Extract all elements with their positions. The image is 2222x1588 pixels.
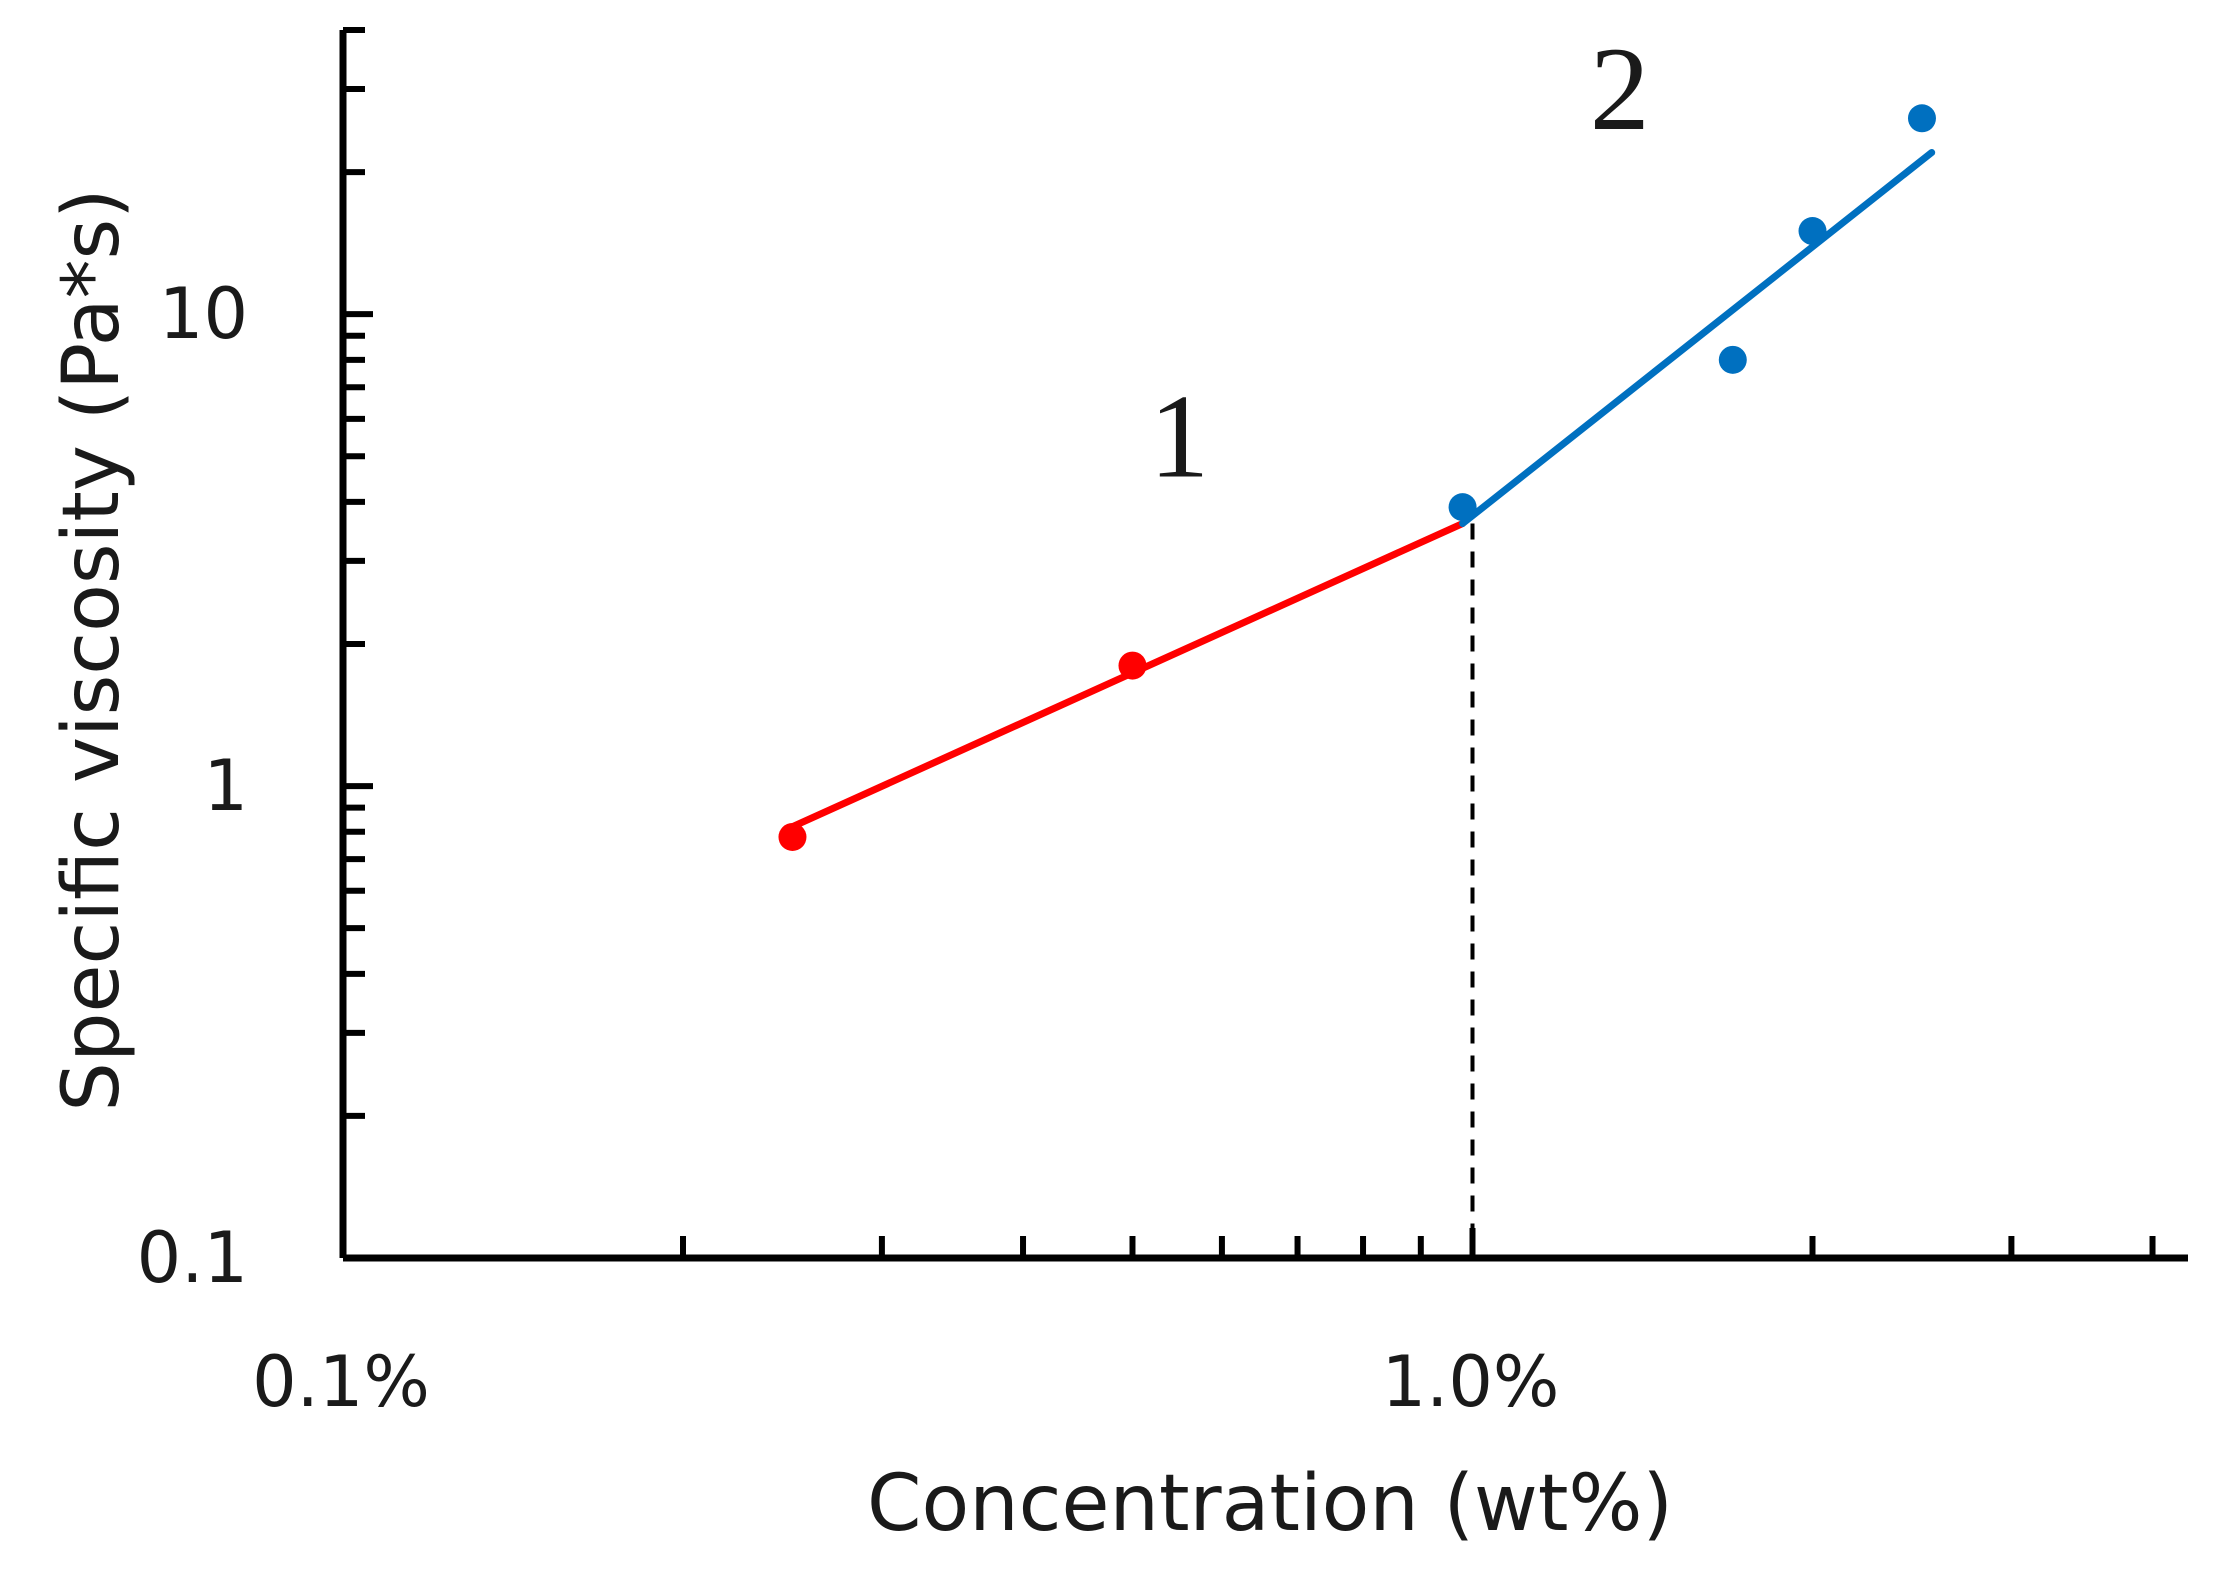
x-axis-title: Concentration (wt%) <box>867 1459 1673 1549</box>
y-axis-title: Specific viscosity (Pa*s) <box>47 188 137 1111</box>
series-2-point <box>1718 345 1747 374</box>
series-2-point <box>1448 493 1477 522</box>
chart-labels: Concentration (wt%) Specific viscosity (… <box>47 22 1673 1549</box>
y-tick-label: 0.1 <box>137 1217 248 1299</box>
series-2-point <box>1907 104 1936 133</box>
series-2-fit-line <box>1459 149 1936 528</box>
x-tick-label: 0.1% <box>252 1341 430 1423</box>
series-1-point <box>778 822 807 851</box>
series-2-point <box>1798 217 1827 246</box>
x-tick-label: 1.0% <box>1382 1341 1560 1423</box>
region-label-1: 1 <box>1149 370 1209 503</box>
y-tick-label: 10 <box>159 273 248 355</box>
series-1-point <box>1118 651 1147 680</box>
axes <box>339 27 2188 1262</box>
region-label-2: 2 <box>1590 22 1650 155</box>
plot-marks <box>778 104 1936 1258</box>
y-tick-label: 1 <box>203 745 248 827</box>
